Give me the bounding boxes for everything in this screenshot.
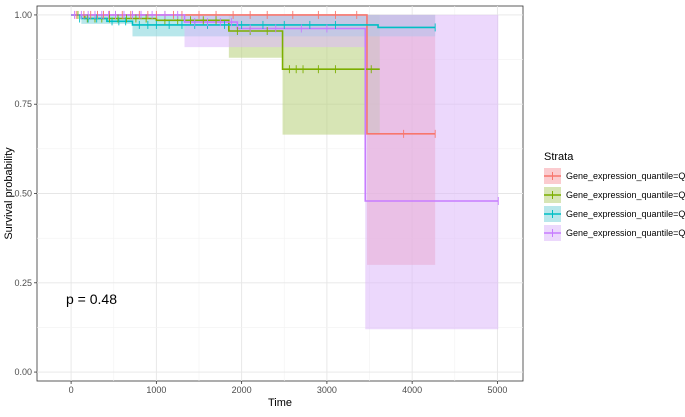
legend-title: Strata: [544, 151, 574, 163]
survival-curve: [71, 14, 499, 202]
legend-item: Gene_expression_quantile=Q3: [544, 206, 685, 222]
x-tick-label: 3000: [317, 385, 337, 395]
legend-item: Gene_expression_quantile=Q2: [544, 187, 685, 203]
y-axis-title: Survival probability: [3, 147, 15, 240]
legend-items: Gene_expression_quantile=Q1 Gene_expressi…: [544, 168, 685, 241]
survival-curve: [71, 14, 436, 135]
censor-marks: [74, 10, 499, 205]
y-tick-label: 1.00: [14, 10, 32, 20]
p-value-annotation: p = 0.48: [66, 291, 117, 307]
survival-curve: [71, 14, 380, 71]
x-tick-label: 5000: [487, 385, 507, 395]
y-tick-label: 0.50: [14, 189, 32, 199]
y-tick-label: 0.25: [14, 278, 32, 288]
legend-label: Gene_expression_quantile=Q1: [566, 171, 685, 181]
x-tick-label: 1000: [146, 385, 166, 395]
x-tick-label: 4000: [402, 385, 422, 395]
legend-item: Gene_expression_quantile=Q1: [544, 168, 685, 184]
legend-item: Gene_expression_quantile=Q4: [544, 225, 685, 241]
y-tick-label: 0.75: [14, 99, 32, 109]
legend-label: Gene_expression_quantile=Q4: [566, 228, 685, 238]
x-tick-label: 2000: [232, 385, 252, 395]
x-tick-label: 0: [69, 385, 74, 395]
legend-label: Gene_expression_quantile=Q2: [566, 190, 685, 200]
confidence-band: [71, 14, 499, 330]
x-axis-title: Time: [268, 397, 292, 409]
plot-panel: [36, 5, 524, 382]
axes: 0 1000 2000 3000 4000 5000 0.00 0.25 0.50 0.75 1.0…: [14, 10, 507, 395]
legend: Strata Gene_expression_quantile=Q1Gene_e…: [544, 151, 685, 241]
y-tick-label: 0.00: [14, 367, 32, 377]
legend-label: Gene_expression_quantile=Q3: [566, 209, 685, 219]
